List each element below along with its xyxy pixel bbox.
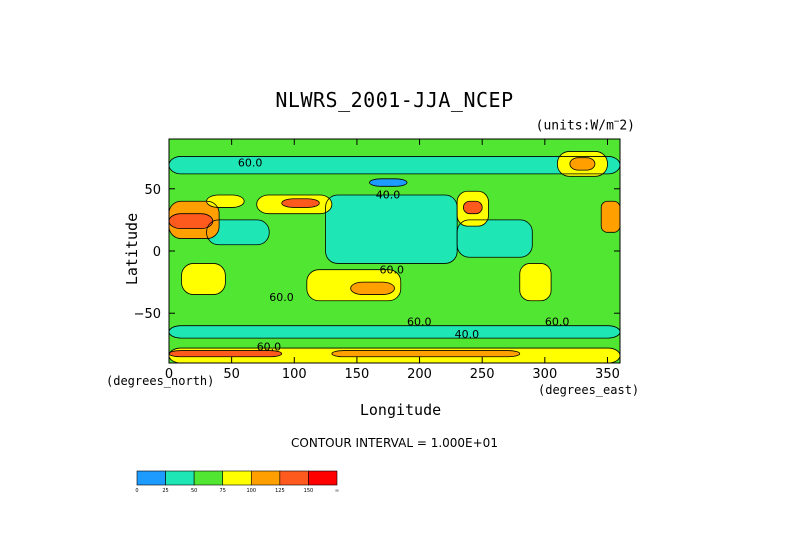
contour-line-7 (169, 213, 214, 229)
heat-region-4 (369, 178, 408, 187)
units-note: (units:W/m−2) (535, 117, 635, 134)
contour-line-22 (331, 350, 521, 358)
contour-line-2 (206, 219, 270, 246)
contour-label: 40.0 (376, 189, 401, 202)
contour-label: 60.0 (238, 156, 263, 169)
colorbar-tick-label: 150 (304, 488, 314, 494)
contour-line-20 (169, 347, 620, 363)
contour-label: 60.0 (545, 316, 570, 329)
y-tick-label: 50 (144, 183, 161, 198)
heat-region-22 (169, 350, 282, 357)
contour-line-12 (306, 269, 402, 302)
contour-label: 40.0 (455, 328, 480, 341)
x-tick-label: 350 (595, 367, 620, 382)
heat-region-17 (519, 263, 552, 301)
heat-region-6 (169, 325, 620, 339)
x-tick-label: 300 (532, 367, 557, 382)
y-units-label: (degrees_north) (106, 374, 215, 388)
heat-region-16 (463, 201, 483, 214)
x-axis-label: Longitude (359, 401, 442, 419)
colorbar-tick-label: 0 (135, 488, 138, 494)
x-tick-label: 200 (407, 367, 432, 382)
x-tick-label: 250 (470, 367, 495, 382)
colorbar: 0 25 50 75 100 125 150 ∞ (135, 470, 339, 494)
heat-region-14 (350, 282, 395, 295)
contour-line-15 (463, 200, 483, 215)
x-tick-label: 0 (165, 367, 173, 382)
heat-region-9 (206, 195, 245, 208)
contour-line-21 (169, 350, 283, 358)
x-tick-label: 50 (223, 367, 240, 382)
contour-label: 60.0 (407, 316, 432, 329)
x-tick-label: 150 (345, 367, 370, 382)
contour-interval-note: CONTOUR INTERVAL = 1.000E+01 (291, 436, 498, 450)
x-units-label: (degrees_east) (538, 383, 640, 397)
contour-label: 60.0 (379, 263, 404, 276)
colorbar-swatch (165, 470, 195, 486)
contour-line-8 (206, 194, 245, 208)
colorbar-swatch (136, 470, 166, 486)
colorbar-swatch (222, 470, 252, 486)
colorbar-tick-label: 50 (191, 488, 197, 494)
contour-label: 60.0 (257, 341, 282, 354)
contour-line-5 (169, 325, 620, 339)
heat-region-1 (325, 195, 458, 264)
heat-region-3 (206, 219, 270, 245)
heat-region-18 (601, 201, 620, 233)
colorbar-swatch (250, 470, 281, 486)
chart-title: NLWRS_2001-JJA_NCEP (275, 88, 514, 112)
contour-line-4 (169, 156, 620, 175)
heat-region-8 (169, 213, 213, 229)
x-tick-label: 100 (282, 367, 307, 382)
contour-line-1 (456, 219, 533, 258)
heat-region-2 (457, 219, 533, 258)
contour-layer: 60.0 40.0 60.0 60.0 60.0 40.0 60.0 60.0 (169, 151, 620, 363)
contour-line-11 (181, 263, 226, 295)
contour-line-19 (569, 157, 596, 171)
colorbar-swatch (308, 470, 338, 486)
heat-region-11 (281, 198, 320, 208)
colorbar-swatch (193, 470, 224, 486)
colorbar-tick-label: 125 (275, 488, 285, 494)
contour-line-14 (456, 190, 489, 227)
heatmap-layer (169, 139, 620, 363)
colorbar-tick-label: 25 (162, 488, 168, 494)
heat-region-5 (169, 156, 620, 174)
heat-region-20 (569, 157, 595, 171)
y-tick-label: −50 (134, 307, 161, 322)
contour-line-6 (169, 200, 220, 239)
contour-line-18 (556, 151, 608, 177)
colorbar-tick-label: 75 (220, 488, 226, 494)
heat-region-23 (331, 350, 520, 357)
contour-line-16 (519, 263, 552, 302)
contour-line-3 (369, 178, 408, 187)
contour-line-10 (281, 198, 320, 208)
colorbar-tick-label: ∞ (335, 488, 339, 494)
contour-label: 60.0 (269, 291, 294, 304)
y-tick-label: 0 (153, 245, 161, 260)
contour-line-9 (256, 194, 333, 215)
colorbar-swatch (279, 470, 309, 486)
axes: 0 50 100 150 200 250 300 350 −50 0 50 (134, 139, 620, 382)
colorbar-tick-label: 100 (247, 488, 257, 494)
heat-region-12 (181, 263, 226, 295)
contour-line-13 (350, 281, 395, 295)
